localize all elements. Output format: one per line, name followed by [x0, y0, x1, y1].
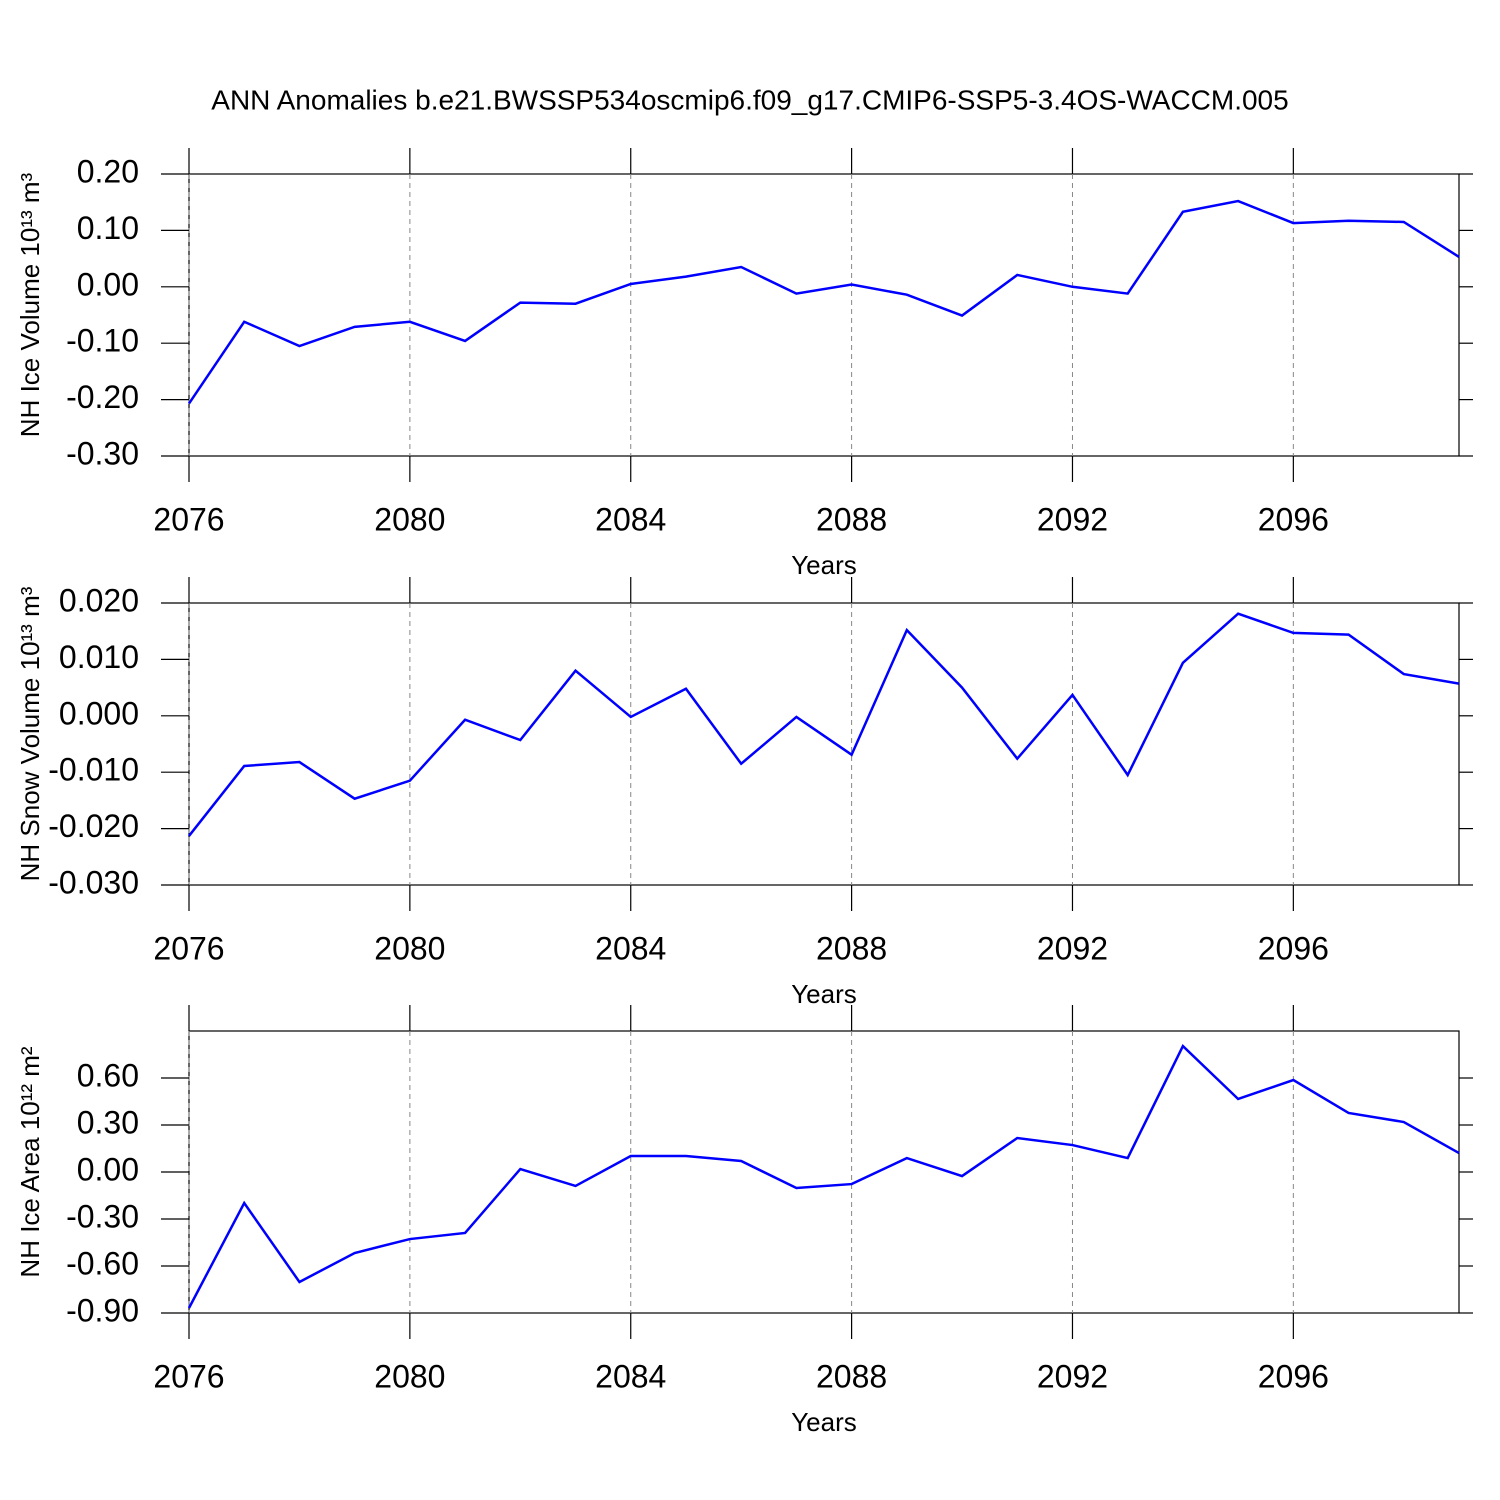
y-tick-label: 0.000	[59, 695, 139, 731]
y-tick-label: -0.90	[66, 1292, 139, 1328]
y-axis-label: NH Ice Volume 10¹³ m³	[15, 172, 45, 437]
x-axis-label: Years	[791, 979, 857, 1009]
x-axis-label: Years	[791, 550, 857, 580]
y-tick-label: -0.60	[66, 1245, 139, 1281]
y-tick-label: -0.20	[66, 379, 139, 415]
x-tick-label: 2076	[153, 930, 224, 966]
y-tick-label: -0.10	[66, 323, 139, 359]
y-tick-label: 0.00	[77, 1151, 139, 1187]
x-tick-label: 2092	[1037, 1358, 1108, 1394]
x-tick-label: 2096	[1258, 930, 1329, 966]
x-tick-label: 2096	[1258, 1358, 1329, 1394]
y-axis-label: NH Snow Volume 10¹³ m³	[15, 586, 45, 881]
y-tick-label: 0.30	[77, 1104, 139, 1140]
y-tick-label: -0.010	[48, 752, 139, 788]
x-tick-label: 2092	[1037, 501, 1108, 537]
y-tick-label: -0.020	[48, 808, 139, 844]
data-line	[188, 612, 1460, 837]
y-tick-label: 0.20	[77, 153, 139, 189]
x-tick-label: 2076	[153, 501, 224, 537]
data-line	[187, 199, 1460, 405]
x-tick-label: 2096	[1258, 501, 1329, 537]
x-tick-label: 2084	[595, 501, 666, 537]
y-tick-label: 0.10	[77, 210, 139, 246]
x-tick-label: 2084	[595, 930, 666, 966]
y-tick-label: 0.60	[77, 1057, 139, 1093]
plot-frame	[188, 602, 1460, 886]
y-axis-label: NH Ice Area 10¹² m²	[15, 1046, 45, 1278]
plot-frame	[188, 1030, 1460, 1314]
x-tick-label: 2092	[1037, 930, 1108, 966]
y-tick-label: 0.020	[59, 582, 139, 618]
plot-frame	[188, 173, 1460, 457]
y-tick-label: -0.030	[48, 864, 139, 900]
figure-title: ANN Anomalies b.e21.BWSSP534oscmip6.f09_…	[211, 84, 1288, 115]
x-tick-label: 2076	[153, 1358, 224, 1394]
x-tick-label: 2088	[816, 930, 887, 966]
x-tick-label: 2080	[374, 501, 445, 537]
x-tick-label: 2080	[374, 930, 445, 966]
y-tick-label: -0.30	[66, 435, 139, 471]
x-tick-label: 2084	[595, 1358, 666, 1394]
x-tick-label: 2088	[816, 1358, 887, 1394]
y-tick-label: -0.30	[66, 1198, 139, 1234]
data-line	[187, 1043, 1460, 1309]
y-tick-label: 0.00	[77, 266, 139, 302]
x-tick-label: 2080	[374, 1358, 445, 1394]
x-tick-label: 2088	[816, 501, 887, 537]
y-tick-label: 0.010	[59, 639, 139, 675]
x-axis-label: Years	[791, 1407, 857, 1437]
